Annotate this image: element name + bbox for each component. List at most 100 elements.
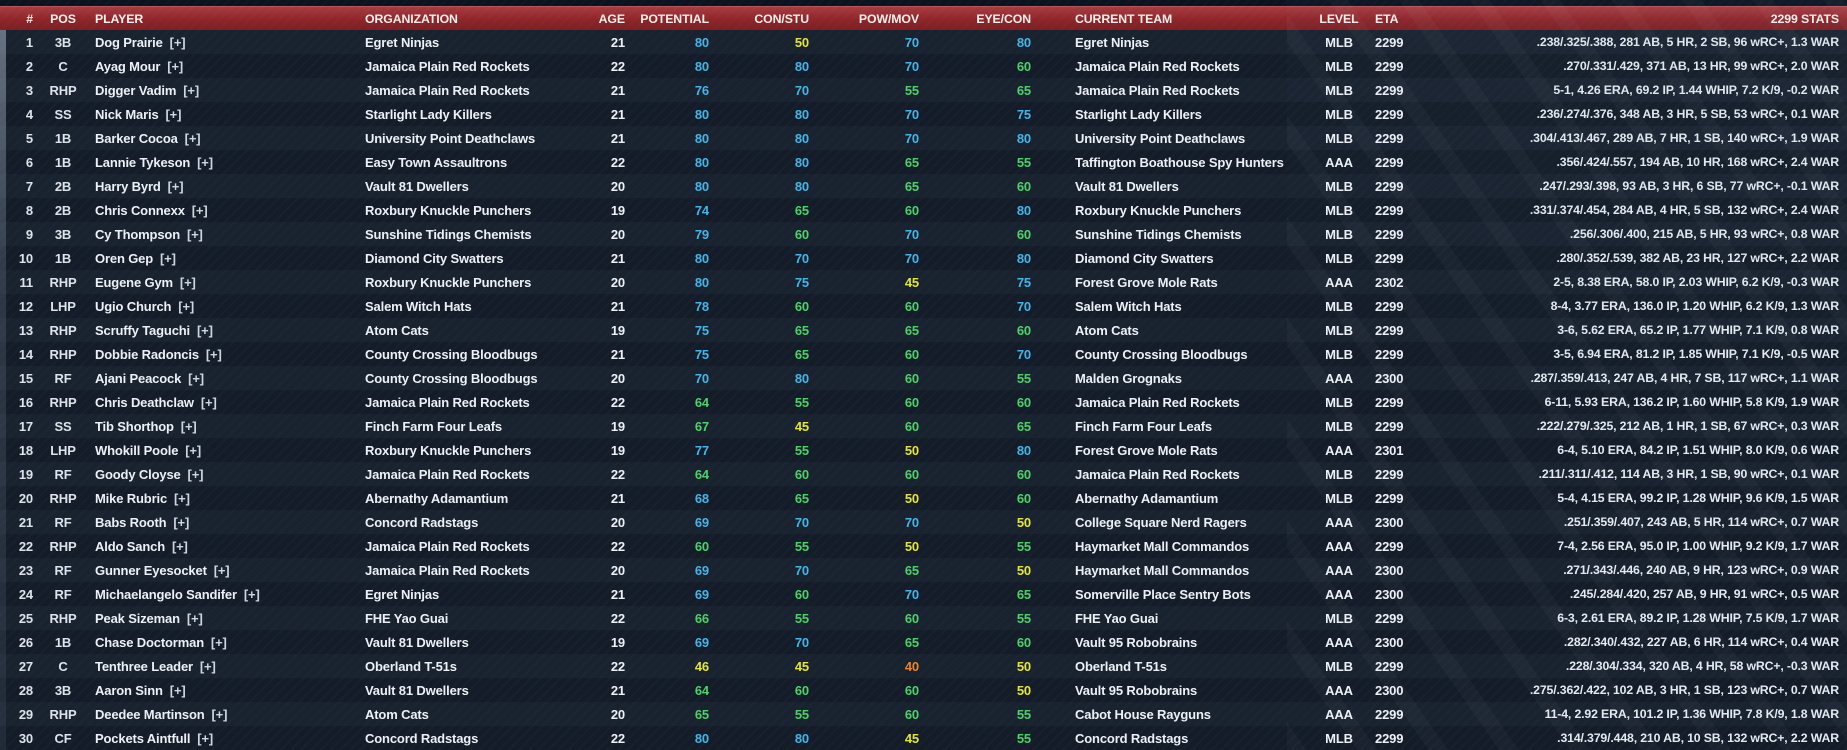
cell-team[interactable]: Concord Radstags (1075, 730, 1189, 746)
cell-org[interactable]: Vault 81 Dwellers (365, 634, 469, 650)
cell-org[interactable]: University Point Deathclaws (365, 130, 536, 146)
table-row[interactable]: 3 RHP Digger Vadim [+] Jamaica Plain Red Ro… (0, 78, 1847, 102)
player-name-link[interactable]: Michaelangelo Sandifer (95, 586, 237, 602)
cell-org[interactable]: Roxbury Knuckle Punchers (365, 442, 532, 458)
cell-team[interactable]: Taffington Boathouse Spy Hunters (1075, 154, 1284, 170)
cell-team[interactable]: County Crossing Bloodbugs (1075, 346, 1248, 362)
player-name-link[interactable]: Babs Rooth (95, 514, 167, 530)
cell-org[interactable]: Roxbury Knuckle Punchers (365, 274, 532, 290)
cell-team[interactable]: Oberland T-51s (1075, 658, 1167, 674)
player-name-link[interactable]: Dog Prairie (95, 34, 163, 50)
column-header-constu[interactable]: CON/STU (754, 11, 809, 26)
table-row[interactable]: 5 1B Barker Cocoa [+] University Point Deat… (0, 126, 1847, 150)
column-header-team[interactable]: CURRENT TEAM (1075, 11, 1173, 26)
player-name-link[interactable]: Nick Maris (95, 106, 159, 122)
expand-player-tag[interactable]: [+] (160, 178, 184, 194)
expand-player-tag[interactable]: [+] (165, 538, 188, 554)
table-row[interactable]: 25 RHP Peak Sizeman [+] FHE Yao Guai 22 66 55 6… (0, 606, 1847, 630)
expand-player-tag[interactable]: [+] (236, 586, 260, 602)
table-row[interactable]: 29 RHP Deedee Martinson [+] Atom Cats 20 65 55… (0, 702, 1847, 726)
cell-team[interactable]: Abernathy Adamantium (1075, 490, 1219, 506)
expand-player-tag[interactable]: [+] (204, 706, 228, 722)
cell-org[interactable]: Jamaica Plain Red Rockets (365, 394, 530, 410)
cell-org[interactable]: Jamaica Plain Red Rockets (365, 82, 530, 98)
column-header-player[interactable]: PLAYER (95, 11, 144, 26)
player-name-link[interactable]: Peak Sizeman (95, 610, 180, 626)
cell-team[interactable]: Finch Farm Four Leafs (1075, 418, 1212, 434)
cell-org[interactable]: Diamond City Swatters (365, 250, 504, 266)
cell-team[interactable]: Jamaica Plain Red Rockets (1075, 466, 1240, 482)
expand-player-tag[interactable]: [+] (158, 106, 182, 122)
cell-team[interactable]: Vault 95 Robobrains (1075, 682, 1198, 698)
column-header-powmov[interactable]: POW/MOV (858, 11, 919, 26)
expand-player-tag[interactable]: [+] (190, 154, 213, 170)
cell-team[interactable]: Jamaica Plain Red Rockets (1075, 82, 1240, 98)
table-row[interactable]: 14 RHP Dobbie Radoncis [+] County Crossing … (0, 342, 1847, 366)
expand-player-tag[interactable]: [+] (180, 466, 204, 482)
player-name-link[interactable]: Goody Cloyse (95, 466, 181, 482)
table-row[interactable]: 17 SS Tib Shorthop [+] Finch Farm Four Leaf… (0, 414, 1847, 438)
cell-org[interactable]: Concord Radstags (365, 514, 479, 530)
player-name-link[interactable]: Chris Connexx (95, 202, 185, 218)
cell-team[interactable]: Haymarket Mall Commandos (1075, 538, 1250, 554)
cell-team[interactable]: Somerville Place Sentry Bots (1075, 586, 1251, 602)
table-row[interactable]: 20 RHP Mike Rubric [+] Abernathy Adamantium… (0, 486, 1847, 510)
cell-org[interactable]: Jamaica Plain Red Rockets (365, 538, 530, 554)
player-name-link[interactable]: Chase Doctorman (95, 634, 204, 650)
cell-team[interactable]: Salem Witch Hats (1075, 298, 1182, 314)
cell-team[interactable]: Atom Cats (1075, 322, 1139, 338)
column-header-eta[interactable]: ETA (1375, 11, 1399, 26)
player-name-link[interactable]: Gunner Eyesocket (95, 562, 207, 578)
cell-team[interactable]: Jamaica Plain Red Rockets (1075, 394, 1240, 410)
table-row[interactable]: 13 RHP Scruffy Taguchi [+] Atom Cats 19 75 65 6… (0, 318, 1847, 342)
player-name-link[interactable]: Tib Shorthop (95, 418, 174, 434)
column-header-stats[interactable]: 2299 STATS (1770, 11, 1839, 26)
player-name-link[interactable]: Barker Cocoa (95, 130, 178, 146)
expand-player-tag[interactable]: [+] (166, 514, 190, 530)
cell-org[interactable]: FHE Yao Guai (365, 610, 449, 626)
cell-team[interactable]: College Square Nerd Ragers (1075, 514, 1247, 530)
cell-org[interactable]: Vault 81 Dwellers (365, 682, 469, 698)
table-row[interactable]: 30 CF Pockets Aintfull [+] Concord Radstags… (0, 726, 1847, 750)
cell-team[interactable]: Forest Grove Mole Rats (1075, 274, 1218, 290)
expand-player-tag[interactable]: [+] (162, 682, 186, 698)
table-row[interactable]: 19 RF Goody Cloyse [+] Jamaica Plain Red Ro… (0, 462, 1847, 486)
expand-player-tag[interactable]: [+] (160, 58, 184, 74)
cell-org[interactable]: Concord Radstags (365, 730, 479, 746)
cell-org[interactable]: County Crossing Bloodbugs (365, 346, 538, 362)
player-name-link[interactable]: Digger Vadim (95, 82, 177, 98)
cell-org[interactable]: Finch Farm Four Leafs (365, 418, 502, 434)
player-name-link[interactable]: Lannie Tykeson (95, 154, 191, 170)
table-row[interactable]: 7 2B Harry Byrd [+] Vault 81 Dwellers 20 80 80… (0, 174, 1847, 198)
player-name-link[interactable]: Harry Byrd (95, 178, 161, 194)
table-row[interactable]: 10 1B Oren Gep [+] Diamond City Swatters 21 8… (0, 246, 1847, 270)
cell-org[interactable]: Jamaica Plain Red Rockets (365, 466, 530, 482)
cell-team[interactable]: Diamond City Swatters (1075, 250, 1214, 266)
table-row[interactable]: 18 LHP Whokill Poole [+] Roxbury Knuckle Pu… (0, 438, 1847, 462)
expand-player-tag[interactable]: [+] (181, 370, 204, 386)
cell-team[interactable]: Malden Grognaks (1075, 370, 1182, 386)
player-name-link[interactable]: Cy Thompson (95, 226, 181, 242)
player-name-link[interactable]: Aaron Sinn (95, 682, 163, 698)
cell-org[interactable]: Jamaica Plain Red Rockets (365, 562, 530, 578)
table-row[interactable]: 22 RHP Aldo Sanch [+] Jamaica Plain Red Roc… (0, 534, 1847, 558)
cell-org[interactable]: Atom Cats (365, 706, 429, 722)
cell-org[interactable]: Egret Ninjas (365, 34, 440, 50)
cell-org[interactable]: Oberland T-51s (365, 658, 457, 674)
player-name-link[interactable]: Ayag Mour (95, 58, 161, 74)
table-row[interactable]: 11 RHP Eugene Gym [+] Roxbury Knuckle Punch… (0, 270, 1847, 294)
expand-player-tag[interactable]: [+] (178, 442, 202, 458)
table-row[interactable]: 16 RHP Chris Deathclaw [+] Jamaica Plain Re… (0, 390, 1847, 414)
cell-org[interactable]: Vault 81 Dwellers (365, 178, 469, 194)
cell-team[interactable]: Haymarket Mall Commandos (1075, 562, 1250, 578)
cell-team[interactable]: Egret Ninjas (1075, 34, 1150, 50)
cell-org[interactable]: Jamaica Plain Red Rockets (365, 58, 530, 74)
cell-team[interactable]: Jamaica Plain Red Rockets (1075, 58, 1240, 74)
column-header-potential[interactable]: POTENTIAL (640, 11, 709, 26)
player-name-link[interactable]: Deedee Martinson (95, 706, 205, 722)
expand-player-tag[interactable]: [+] (176, 82, 200, 98)
expand-player-tag[interactable]: [+] (177, 130, 201, 146)
player-name-link[interactable]: Eugene Gym (95, 274, 173, 290)
expand-player-tag[interactable]: [+] (190, 322, 213, 338)
expand-player-tag[interactable]: [+] (204, 634, 227, 650)
